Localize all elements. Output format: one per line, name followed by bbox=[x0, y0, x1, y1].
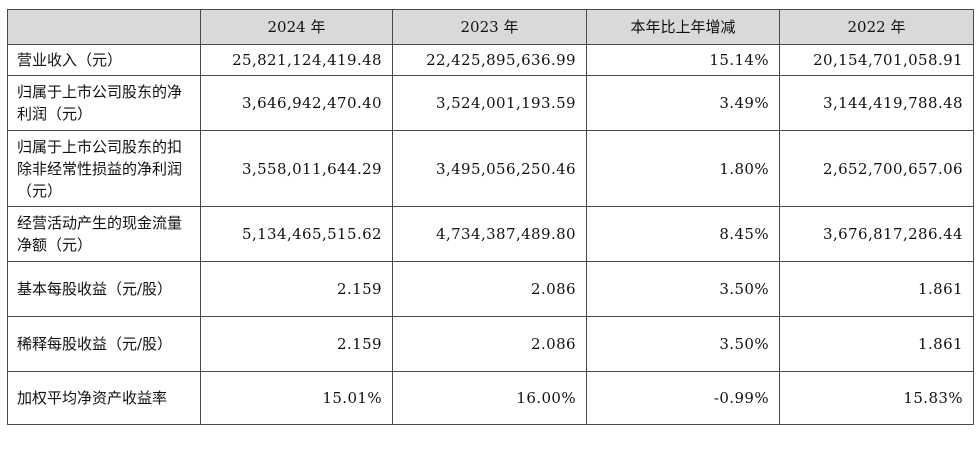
header-2024: 2024 年 bbox=[200, 9, 393, 45]
cell-2023: 22,425,895,636.99 bbox=[392, 44, 587, 76]
table-row: 营业收入（元） 25,821,124,419.48 22,425,895,636… bbox=[7, 44, 974, 76]
cell-2024: 15.01% bbox=[200, 371, 393, 425]
cell-2022: 1.861 bbox=[779, 261, 974, 317]
row-label: 归属于上市公司股东的扣除非经常性损益的净利润（元） bbox=[7, 130, 201, 207]
table-row: 归属于上市公司股东的净利润（元） 3,646,942,470.40 3,524,… bbox=[7, 75, 974, 131]
financial-summary-table: 2024 年 2023 年 本年比上年增减 2022 年 营业收入（元） 25,… bbox=[7, 9, 974, 425]
cell-2023: 16.00% bbox=[392, 371, 587, 425]
row-label: 基本每股收益（元/股） bbox=[7, 261, 201, 317]
table-row: 基本每股收益（元/股） 2.159 2.086 3.50% 1.861 bbox=[7, 261, 974, 317]
row-label: 经营活动产生的现金流量净额（元） bbox=[7, 206, 201, 262]
cell-2023: 3,495,056,250.46 bbox=[392, 130, 587, 207]
cell-2024: 5,134,465,515.62 bbox=[200, 206, 393, 262]
cell-yoy-change: 15.14% bbox=[586, 44, 780, 76]
cell-yoy-change: 3.50% bbox=[586, 316, 780, 372]
row-label: 稀释每股收益（元/股） bbox=[7, 316, 201, 372]
header-blank bbox=[7, 9, 201, 45]
cell-yoy-change: 3.50% bbox=[586, 261, 780, 317]
header-2023: 2023 年 bbox=[392, 9, 587, 45]
cell-yoy-change: 1.80% bbox=[586, 130, 780, 207]
cell-2022: 15.83% bbox=[779, 371, 974, 425]
row-label: 加权平均净资产收益率 bbox=[7, 371, 201, 425]
row-label: 归属于上市公司股东的净利润（元） bbox=[7, 75, 201, 131]
header-2022: 2022 年 bbox=[779, 9, 974, 45]
cell-yoy-change: 8.45% bbox=[586, 206, 780, 262]
cell-2022: 2,652,700,657.06 bbox=[779, 130, 974, 207]
cell-2024: 2.159 bbox=[200, 261, 393, 317]
table-row: 经营活动产生的现金流量净额（元） 5,134,465,515.62 4,734,… bbox=[7, 206, 974, 262]
cell-2023: 2.086 bbox=[392, 316, 587, 372]
cell-2022: 1.861 bbox=[779, 316, 974, 372]
cell-2024: 3,646,942,470.40 bbox=[200, 75, 393, 131]
table-row: 稀释每股收益（元/股） 2.159 2.086 3.50% 1.861 bbox=[7, 316, 974, 372]
table-row: 加权平均净资产收益率 15.01% 16.00% -0.99% 15.83% bbox=[7, 371, 974, 425]
cell-yoy-change: -0.99% bbox=[586, 371, 780, 425]
cell-2022: 3,676,817,286.44 bbox=[779, 206, 974, 262]
cell-2024: 25,821,124,419.48 bbox=[200, 44, 393, 76]
cell-2023: 4,734,387,489.80 bbox=[392, 206, 587, 262]
cell-2023: 2.086 bbox=[392, 261, 587, 317]
table-row: 归属于上市公司股东的扣除非经常性损益的净利润（元） 3,558,011,644.… bbox=[7, 130, 974, 207]
cell-2022: 3,144,419,788.48 bbox=[779, 75, 974, 131]
cell-2024: 2.159 bbox=[200, 316, 393, 372]
cell-2024: 3,558,011,644.29 bbox=[200, 130, 393, 207]
header-yoy-change: 本年比上年增减 bbox=[586, 9, 780, 45]
cell-2023: 3,524,001,193.59 bbox=[392, 75, 587, 131]
cell-yoy-change: 3.49% bbox=[586, 75, 780, 131]
cell-2022: 20,154,701,058.91 bbox=[779, 44, 974, 76]
row-label: 营业收入（元） bbox=[7, 44, 201, 76]
header-row: 2024 年 2023 年 本年比上年增减 2022 年 bbox=[7, 9, 974, 45]
